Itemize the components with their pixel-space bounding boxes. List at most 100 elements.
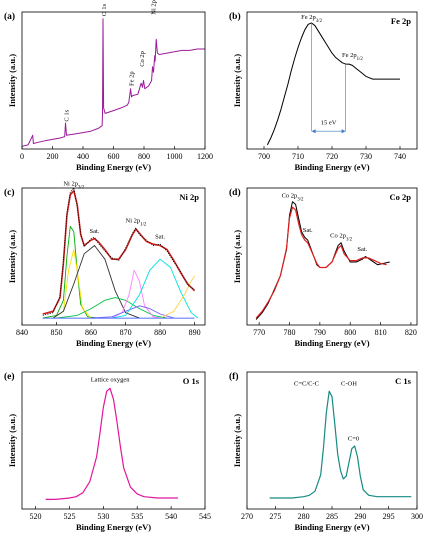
x-tick-label: 850 <box>51 328 63 337</box>
x-tick-label: 270 <box>241 512 253 521</box>
panel-e: (e) O 1s Lattice oxygen 520 525 530 535 540 545 B… <box>4 371 211 532</box>
x-tick-label: 200 <box>47 152 59 161</box>
x-tick-label: 740 <box>394 152 406 161</box>
x-tick-label: 300 <box>411 512 423 521</box>
peak-label: Ni 2p1/2 <box>126 217 147 227</box>
x-axis-label: Binding Energy (eV) <box>294 522 369 532</box>
peak-label: Fe 2p1/2 <box>342 52 363 62</box>
x-axis-label: Binding Energy (eV) <box>76 338 151 348</box>
x-tick-label: 295 <box>383 512 395 521</box>
x-tick-label: 810 <box>375 328 387 337</box>
series-line-3 <box>56 297 168 319</box>
x-tick-label: 400 <box>77 152 89 161</box>
x-tick-label: 1000 <box>167 152 183 161</box>
x-tick-label: 290 <box>354 512 366 521</box>
series-line-0 <box>255 201 390 320</box>
peak-label: C=C/C-C <box>294 381 319 388</box>
y-axis-label: Intensity (a.u.) <box>232 414 242 467</box>
panel-label: (f) <box>229 371 239 382</box>
panel-d: (d) Co 2p Co 2p3/2 Sat. Co 2p1/2 Sat. 770 780 79… <box>229 187 418 348</box>
x-tick-label: 770 <box>253 328 265 337</box>
panel-title: Co 2p <box>390 192 412 202</box>
plot-frame <box>246 187 418 326</box>
peak-label: C=0 <box>348 436 359 443</box>
peak-label: Sat. <box>303 227 313 234</box>
series-line-0 <box>21 18 205 147</box>
x-tick-label: 730 <box>360 152 372 161</box>
x-tick-label: 280 <box>298 512 310 521</box>
panel-b: (b) Fe 2p Fe 2p3/2 Fe 2p1/2 15 eV 700 710 720 73… <box>229 11 418 172</box>
x-tick-label: 790 <box>314 328 326 337</box>
x-tick-label: 520 <box>30 512 42 521</box>
peak-label: C-OH <box>341 381 357 388</box>
panel-title: Ni 2p <box>179 192 199 202</box>
x-tick-label: 700 <box>258 152 270 161</box>
x-tick-label: 285 <box>326 512 338 521</box>
x-tick-label: 545 <box>199 512 211 521</box>
peak-label: Sat. <box>357 246 367 253</box>
panel-label: (e) <box>4 371 15 382</box>
series-line-6 <box>111 258 199 319</box>
series-line-4 <box>111 269 161 319</box>
panel-label: (a) <box>4 11 15 22</box>
y-axis-label: Intensity (a.u.) <box>232 230 242 283</box>
peak-label: Sat. <box>90 228 100 235</box>
peak-label: Fe 2p3/2 <box>301 14 322 24</box>
x-tick-label: 275 <box>269 512 281 521</box>
series-line-1 <box>255 206 387 319</box>
series-line-0 <box>45 387 178 500</box>
panel-c: (c) Ni 2p Ni 2p3/2 Sat. Ni 2p1/2 Sat. 840 850 86… <box>4 180 206 348</box>
series-line-7 <box>159 275 195 319</box>
series-line-5 <box>91 305 175 319</box>
series-line-0 <box>269 390 412 499</box>
plot-frame <box>246 11 418 150</box>
peak-label: O 1s <box>101 4 108 17</box>
y-axis-label: Intensity (a.u.) <box>7 414 17 467</box>
panel-label: (d) <box>229 187 241 198</box>
panel-label: (b) <box>229 11 241 22</box>
peak-label: Ni 2p <box>151 0 158 15</box>
x-tick-label: 525 <box>63 512 75 521</box>
y-axis-label: Intensity (a.u.) <box>7 230 17 283</box>
plot-frame <box>21 11 206 150</box>
peak-label: Co 2p3/2 <box>282 193 304 203</box>
series-line-1 <box>52 249 92 319</box>
peak-label: Sat. <box>155 234 165 241</box>
panel-title: Fe 2p <box>391 16 411 26</box>
x-tick-label: 1200 <box>197 152 213 161</box>
peak-label: Co 2p <box>139 51 146 67</box>
x-axis-label: Binding Energy (eV) <box>76 162 151 172</box>
series-line-0 <box>266 22 400 146</box>
x-axis-label: Binding Energy (eV) <box>294 338 369 348</box>
peak-label: C 1s <box>63 109 70 121</box>
y-axis-label: Intensity (a.u.) <box>7 54 17 107</box>
panel-title: C 1s <box>395 376 412 386</box>
peak-label: Fe 2p <box>129 71 136 86</box>
x-tick-label: 540 <box>165 512 177 521</box>
peak-label: Co 2p1/2 <box>330 232 352 242</box>
x-tick-label: 860 <box>85 328 97 337</box>
x-axis-label: Binding Energy (eV) <box>76 522 151 532</box>
series-line-2 <box>52 245 140 319</box>
panel-f: (f) C 1s C=C/C-C C-OH C=0 270 275 280 285 290 295 3… <box>229 371 423 532</box>
peak-label: 15 eV <box>321 119 337 126</box>
panel-label: (c) <box>4 187 15 198</box>
panel-title: O 1s <box>183 376 200 386</box>
series-line-9 <box>42 187 195 316</box>
x-tick-label: 780 <box>284 328 296 337</box>
x-tick-label: 530 <box>97 512 109 521</box>
peak-label: Lattice oxygen <box>91 377 131 384</box>
x-tick-label: 600 <box>108 152 120 161</box>
x-tick-label: 870 <box>120 328 132 337</box>
plot-frame <box>21 371 206 510</box>
x-tick-label: 800 <box>344 328 356 337</box>
x-tick-label: 840 <box>16 328 28 337</box>
x-tick-label: 820 <box>405 328 417 337</box>
x-tick-label: 890 <box>189 328 201 337</box>
x-axis-label: Binding Energy (eV) <box>294 162 369 172</box>
peak-label: Ni 2p3/2 <box>63 180 84 190</box>
x-tick-label: 880 <box>154 328 166 337</box>
x-tick-label: 800 <box>138 152 150 161</box>
